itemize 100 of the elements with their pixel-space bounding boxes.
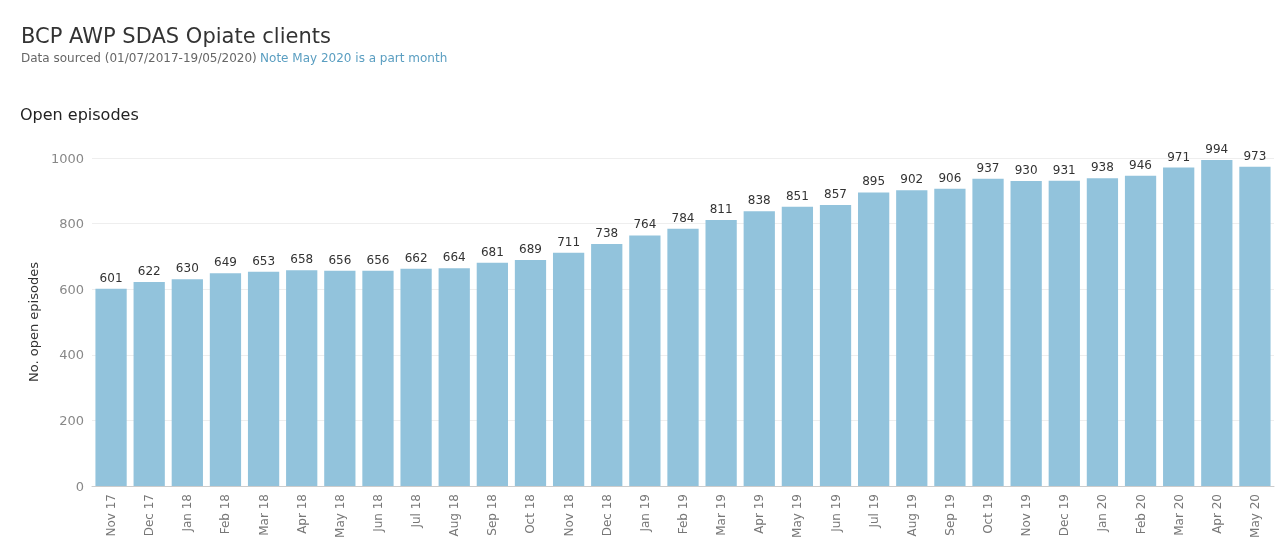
x-tick-label: May 18	[332, 494, 347, 538]
y-tick-label: 1000	[50, 150, 84, 166]
x-tick-label: May 19	[790, 494, 805, 538]
data-label: 649	[214, 255, 237, 270]
x-tick-label: Jul 18	[409, 494, 424, 529]
bar	[1201, 159, 1233, 486]
bar	[324, 270, 356, 486]
data-label: 971	[1167, 149, 1191, 164]
bar	[286, 270, 318, 486]
x-tick-label: Apr 20	[1209, 494, 1224, 534]
data-label: 973	[1243, 148, 1267, 163]
bar	[934, 188, 966, 486]
bar	[896, 190, 928, 486]
data-label: 838	[747, 193, 771, 208]
text: Note May 2020 is a part month	[260, 51, 448, 65]
data-label: 857	[824, 186, 847, 201]
data-label: 851	[785, 188, 809, 203]
x-tick-label: Sep 19	[942, 494, 957, 536]
data-label: 689	[519, 242, 542, 257]
text: Open episodes	[20, 104, 139, 124]
bar	[1048, 180, 1080, 486]
bar	[1163, 167, 1195, 486]
data-label: 937	[976, 160, 1000, 175]
data-label: 895	[862, 174, 886, 189]
bar	[1239, 166, 1271, 486]
bar	[362, 270, 394, 486]
bar	[400, 268, 432, 486]
chart-title: BCP AWP SDAS Opiate clients	[21, 23, 331, 48]
bar	[1086, 178, 1119, 486]
y-axis-title: No. open episodes	[26, 261, 42, 382]
bar	[133, 281, 165, 486]
data-label: 656	[366, 252, 390, 267]
chart-subtitle: Data sourced (01/07/2017-19/05/2020)	[21, 51, 257, 65]
y-tick-label: 200	[59, 412, 84, 428]
bar	[667, 228, 699, 486]
x-tick-label: Mar 20	[1171, 494, 1186, 536]
y-tick-label: 800	[59, 216, 84, 232]
data-label: 653	[252, 253, 276, 268]
bar	[781, 206, 814, 486]
bar	[591, 243, 623, 486]
x-tick-label: Jul 19	[866, 494, 881, 529]
bar	[95, 288, 127, 486]
data-label: 784	[671, 210, 695, 225]
bar	[476, 262, 508, 486]
x-tick-label: Oct 18	[523, 494, 538, 534]
data-label: 946	[1129, 157, 1152, 172]
x-tick-label: Feb 18	[218, 494, 233, 535]
bar	[629, 235, 661, 486]
bar	[514, 260, 547, 486]
data-label: 662	[404, 250, 428, 265]
x-tick-label: Dec 17	[142, 494, 157, 537]
x-tick-label: Mar 18	[256, 494, 271, 536]
bar	[552, 252, 585, 486]
data-label: 764	[633, 217, 657, 232]
x-tick-label: Nov 18	[561, 494, 576, 537]
bar	[1124, 175, 1157, 486]
x-tick-label: Jun 18	[370, 494, 385, 533]
x-tick-label: Jan 18	[180, 494, 195, 533]
bar	[705, 219, 737, 486]
x-tick-label: Jun 19	[828, 494, 843, 533]
x-tick-label: Nov 19	[1019, 494, 1034, 537]
x-tick-label: Apr 18	[294, 494, 309, 534]
x-tick-label: Oct 19	[981, 494, 996, 534]
x-tick-label: Apr 19	[752, 494, 767, 534]
x-tick-label: May 20	[1247, 494, 1262, 538]
x-tick-label: Aug 18	[447, 494, 462, 537]
data-label: 630	[175, 261, 199, 276]
y-tick-label: 600	[59, 281, 84, 297]
bar	[1010, 180, 1042, 486]
data-label: 930	[1014, 162, 1038, 177]
x-tick-label: Jan 19	[637, 494, 652, 533]
x-tick-label: Dec 18	[599, 494, 614, 537]
bar	[972, 178, 1004, 486]
data-label: 906	[938, 170, 962, 185]
data-label: 622	[137, 263, 161, 278]
data-label: 902	[900, 172, 924, 187]
data-label: 601	[99, 270, 123, 285]
bar	[438, 268, 470, 486]
data-label: 931	[1052, 162, 1076, 177]
data-label: 938	[1090, 160, 1114, 175]
x-tick-label: Mar 19	[714, 494, 729, 536]
bar	[209, 273, 242, 486]
data-label: 681	[480, 244, 504, 259]
x-tick-label: Nov 17	[104, 494, 119, 537]
bar	[858, 192, 890, 486]
data-label: 658	[290, 252, 314, 267]
data-label: 738	[595, 225, 619, 240]
x-tick-label: Feb 19	[676, 494, 690, 535]
data-label: 711	[557, 234, 581, 249]
x-tick-label: Feb 20	[1133, 494, 1148, 535]
y-tick-label: 400	[59, 347, 84, 363]
x-tick-label: Aug 19	[904, 494, 919, 537]
bar	[819, 204, 852, 486]
x-tick-label: Dec 19	[1057, 494, 1072, 537]
data-label: 664	[442, 250, 466, 265]
data-label: 656	[328, 252, 352, 267]
y-tick-label: 0	[75, 478, 84, 494]
data-label: 811	[709, 201, 733, 216]
bar	[247, 271, 280, 486]
data-label: 994	[1205, 141, 1229, 156]
